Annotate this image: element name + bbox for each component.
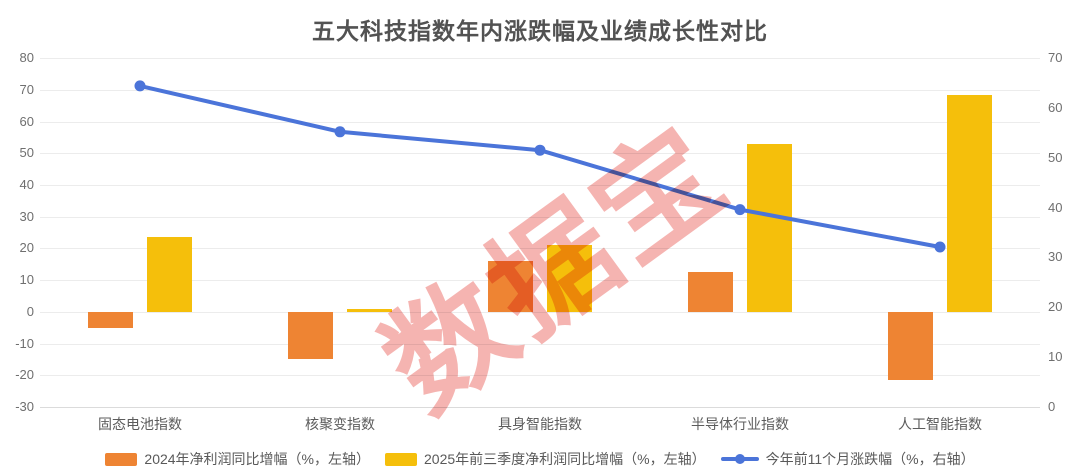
legend-item-2: 今年前11个月涨跌幅（%，右轴）	[720, 449, 975, 469]
legend-bar-swatch-icon	[105, 452, 138, 466]
x-axis-label-3: 半导体行业指数	[691, 416, 789, 432]
left-axis-tick: 50	[19, 145, 34, 161]
legend-label-2: 今年前11个月涨跌幅（%，右轴）	[765, 451, 975, 467]
bar-2024-net-profit-4	[888, 311, 933, 380]
legend-item-0: 2024年净利润同比增幅（%，左轴）	[105, 449, 370, 469]
left-axis-tick: -10	[15, 335, 34, 351]
legend: 2024年净利润同比增幅（%，左轴） 2025年前三季度净利润同比增幅（%，左轴）…	[0, 448, 1080, 470]
right-axis-tick: 50	[1048, 149, 1063, 165]
gridline	[40, 311, 1040, 313]
bar-2025q3-net-profit-2	[547, 245, 592, 312]
x-axis-label-0: 固态电池指数	[98, 416, 182, 432]
bar-2025q3-net-profit-0	[147, 236, 192, 312]
bar-2025q3-net-profit-4	[947, 94, 992, 312]
bar-2024-net-profit-0	[88, 311, 133, 328]
left-axis-tick: -30	[15, 399, 34, 414]
left-axis-tick: 60	[19, 113, 34, 129]
x-axis-line	[40, 407, 1040, 408]
left-axis-tick: -20	[15, 367, 34, 383]
left-axis-tick: 70	[19, 81, 34, 97]
left-axis-tick: 30	[19, 208, 34, 224]
gridline	[40, 153, 1040, 155]
plot-area	[40, 58, 1040, 408]
gridline	[40, 89, 1040, 91]
left-axis-tick: 80	[19, 50, 34, 65]
left-axis-tick: 0	[26, 303, 34, 319]
legend-line-swatch-icon	[720, 454, 759, 464]
right-axis-tick: 70	[1048, 50, 1063, 65]
legend-item-1: 2025年前三季度净利润同比增幅（%，左轴）	[385, 449, 706, 469]
right-axis-tick: 30	[1048, 249, 1063, 265]
legend-line-dot-icon	[734, 454, 745, 464]
legend-label-1: 2025年前三季度净利润同比增幅（%，左轴）	[424, 451, 706, 467]
right-axis-tick: 60	[1048, 99, 1063, 115]
bar-2024-net-profit-1	[288, 311, 333, 360]
legend-label-0: 2024年净利润同比增幅（%，左轴）	[144, 451, 370, 467]
left-axis-tick: 10	[19, 272, 34, 288]
right-axis-tick: 0	[1048, 399, 1056, 414]
right-axis-tick: 20	[1048, 299, 1063, 315]
right-axis-tick: 40	[1048, 199, 1063, 215]
gridline	[40, 58, 1040, 59]
x-axis-label-4: 人工智能指数	[898, 416, 982, 432]
chart-title: 五大科技指数年内涨跌幅及业绩成长性对比	[312, 18, 768, 44]
legend-bar-swatch-icon	[385, 452, 417, 466]
x-axis-label-2: 具身智能指数	[498, 416, 582, 432]
left-axis-tick: 20	[19, 240, 34, 256]
bar-2024-net-profit-3	[688, 272, 733, 312]
bar-2025q3-net-profit-1	[347, 309, 392, 312]
x-axis-label-1: 核聚变指数	[305, 416, 375, 432]
gridline	[40, 280, 1040, 282]
left-axis-tick: 40	[19, 176, 34, 192]
gridline	[40, 343, 1040, 345]
bar-2024-net-profit-2	[488, 261, 533, 312]
gridline	[40, 121, 1040, 123]
right-axis-tick: 10	[1048, 349, 1063, 365]
gridline	[40, 216, 1040, 218]
bar-2025q3-net-profit-3	[747, 143, 792, 312]
gridline	[40, 375, 1040, 377]
gridline	[40, 184, 1040, 186]
